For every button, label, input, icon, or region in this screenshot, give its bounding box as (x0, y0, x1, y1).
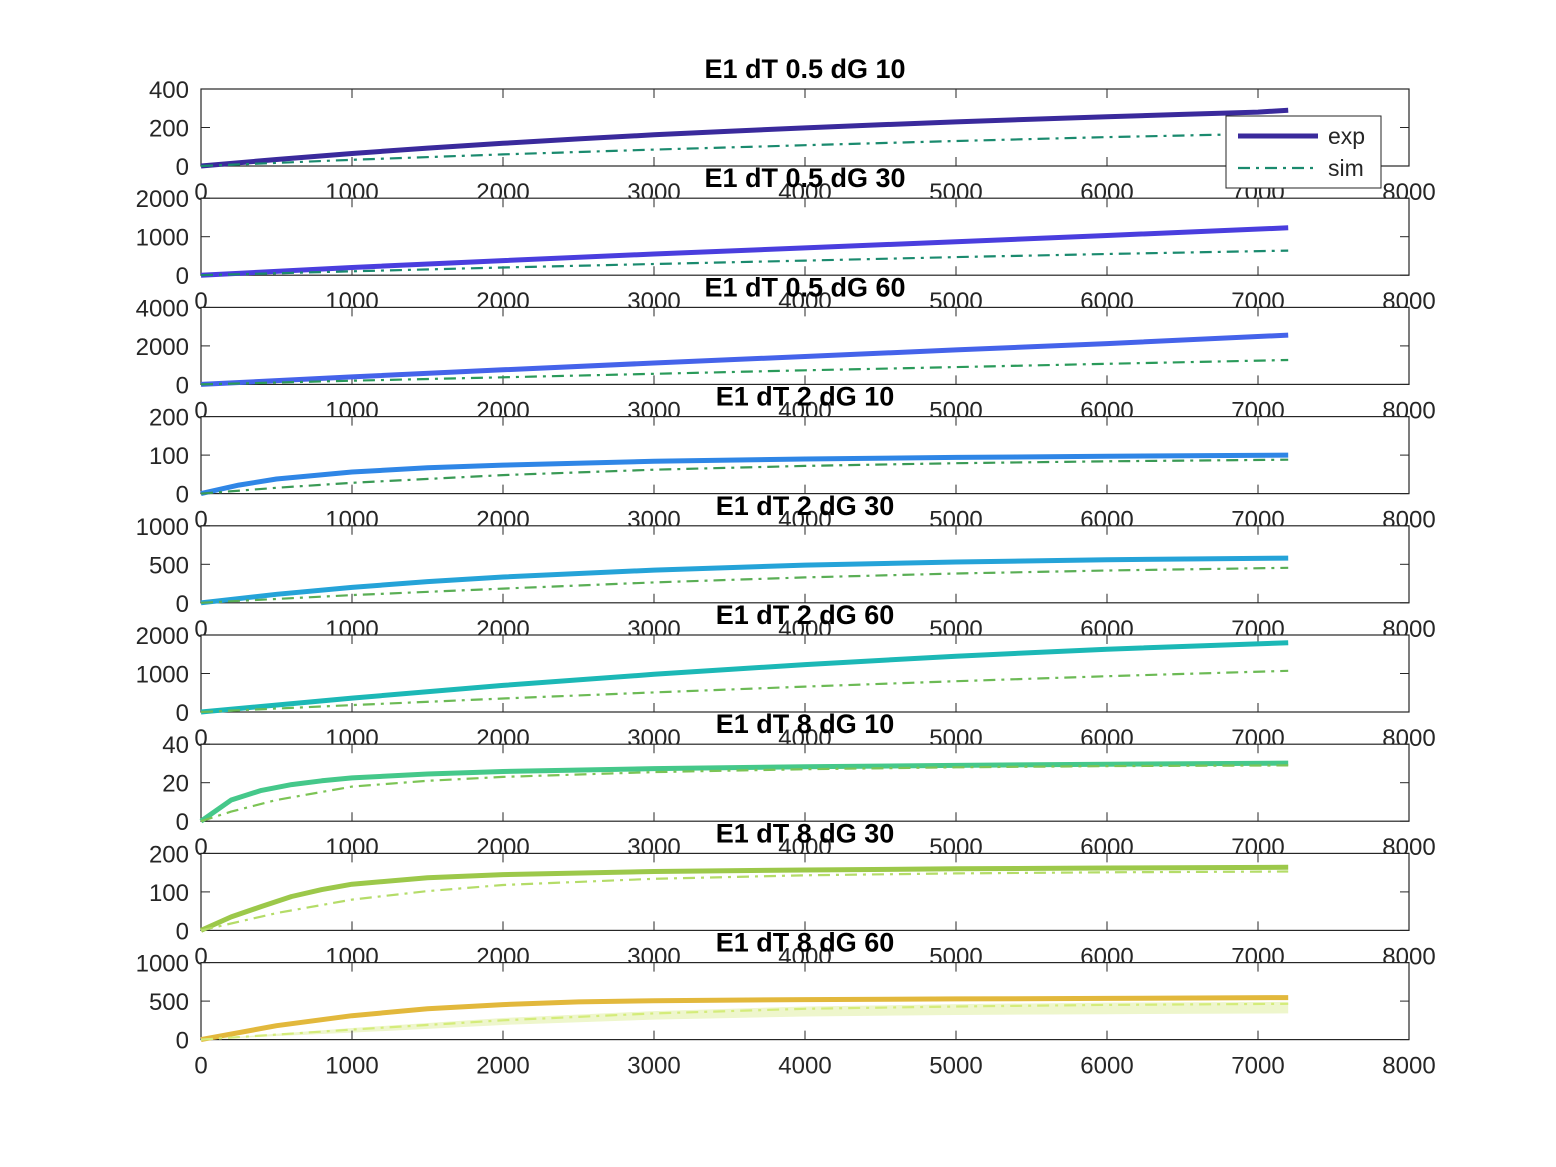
y-tick-label: 1000 (136, 662, 189, 689)
y-tick-label: 0 (176, 918, 189, 945)
subplot-title: E1 dT 0.5 dG 10 (704, 54, 905, 84)
legend-label-exp: exp (1328, 123, 1365, 149)
x-tick-label: 5000 (929, 1053, 982, 1080)
y-tick-label: 500 (149, 989, 189, 1016)
x-tick-label: 7000 (1231, 1053, 1284, 1080)
subplot-title: E1 dT 2 dG 10 (716, 382, 895, 412)
subplot-title: E1 dT 2 dG 30 (716, 491, 895, 521)
y-tick-label: 0 (176, 482, 189, 509)
x-tick-label: 1000 (325, 1053, 378, 1080)
axes-box (200, 852, 1410, 932)
subplot-5: 0 1000 2000 3000 4000 5000 6000 7000 80000500100… (136, 491, 1436, 643)
subplot-9: 0 1000 2000 3000 4000 5000 6000 7000 8000 0 500 100… (136, 928, 1436, 1080)
y-tick-label: 200 (149, 116, 189, 143)
x-tick-label: 0 (194, 1053, 207, 1080)
subplot-3: 0 1000 2000 3000 4000 5000 6000 7000 80000200040… (136, 272, 1436, 424)
subplot-7: 0 1000 2000 3000 4000 5000 6000 7000 800002040E1… (162, 709, 1435, 861)
series-exp-line (200, 452, 1289, 497)
y-tick-label: 2000 (136, 186, 189, 213)
y-tick-label: 0 (176, 154, 189, 181)
series-exp-line (199, 760, 1289, 824)
y-tick-label: 4000 (136, 295, 189, 322)
y-tick-label: 500 (149, 552, 189, 579)
y-tick-label: 100 (149, 443, 189, 470)
subplot-title: E1 dT 8 dG 30 (716, 818, 895, 848)
axes-box (200, 197, 1410, 276)
y-tick-label: 40 (162, 732, 189, 759)
y-tick-label: 20 (162, 771, 189, 798)
subplot-4: 0 1000 2000 3000 4000 5000 6000 7000 80000100200… (149, 382, 1436, 534)
series-exp-line (199, 864, 1289, 933)
legend-box (1225, 115, 1382, 189)
series-exp-line (200, 640, 1289, 715)
subplot-title: E1 dT 2 dG 60 (716, 600, 895, 630)
subplot-6: 0 1000 2000 3000 4000 5000 6000 7000 80000100020… (136, 600, 1436, 752)
y-tick-label: 0 (176, 263, 189, 290)
x-tick-label: 4000 (778, 1053, 831, 1080)
legend-label-sim: sim (1328, 155, 1364, 181)
y-tick-label: 2000 (136, 334, 189, 361)
y-tick-label: 1000 (136, 951, 189, 978)
y-tick-label: 0 (176, 700, 189, 727)
y-tick-label: 1000 (136, 225, 189, 252)
subplot-title: E1 dT 8 dG 60 (716, 928, 895, 958)
y-tick-label: 200 (149, 405, 189, 432)
subplot-title: E1 dT 0.5 dG 60 (704, 272, 905, 302)
subplot-title: E1 dT 8 dG 10 (716, 709, 895, 739)
y-tick-label: 200 (149, 841, 189, 868)
axes-box (200, 306, 1410, 385)
y-tick-label: 1000 (136, 514, 189, 541)
series-sim-line (200, 870, 1289, 932)
subplot-title: E1 dT 0.5 dG 30 (704, 163, 905, 193)
series-exp-line (200, 332, 1289, 387)
series-exp-line (200, 107, 1289, 169)
x-tick-label: 3000 (627, 1053, 680, 1080)
series-exp-line (200, 995, 1289, 1043)
uncertainty-band (201, 1001, 1289, 1040)
y-tick-label: 0 (176, 809, 189, 836)
y-tick-label: 2000 (136, 623, 189, 650)
series-exp-line (200, 555, 1289, 606)
subplot-stack: 0 1000 2000 3000 4000 5000 6000 7000 80000200400… (136, 54, 1436, 1080)
y-tick-label: 0 (176, 591, 189, 618)
legend: exp sim (1225, 115, 1382, 189)
series-sim-line (200, 458, 1289, 495)
y-tick-label: 400 (149, 77, 189, 104)
y-tick-label: 100 (149, 880, 189, 907)
y-tick-label: 0 (176, 1028, 189, 1055)
x-tick-label: 8000 (1382, 1053, 1435, 1080)
x-tick-label: 6000 (1080, 1053, 1133, 1080)
series-sim-line (200, 764, 1289, 823)
axes-box (200, 743, 1410, 822)
y-tick-label: 0 (176, 372, 189, 399)
x-tick-label: 2000 (476, 1053, 529, 1080)
series-exp-line (200, 225, 1289, 278)
